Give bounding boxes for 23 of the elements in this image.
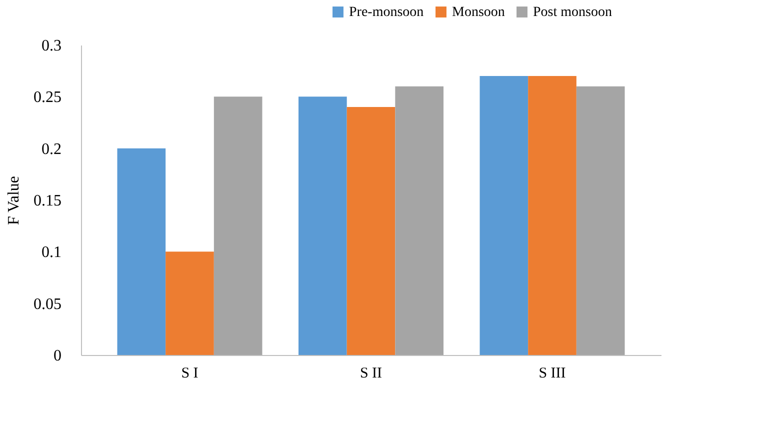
legend-label: Post monsoon xyxy=(533,5,612,20)
bar xyxy=(346,107,396,355)
bar xyxy=(528,76,576,355)
bar xyxy=(576,86,625,355)
legend-label: Monsoon xyxy=(452,5,505,20)
y-axis-title: F Value xyxy=(6,176,22,226)
bar xyxy=(166,252,214,355)
y-tick-label: 0.15 xyxy=(34,192,62,210)
bar xyxy=(480,76,528,355)
x-tick-label: S I xyxy=(181,366,198,382)
bar xyxy=(298,96,347,355)
y-tick-label: 0.05 xyxy=(34,296,62,313)
legend-label: Pre-monsoon xyxy=(349,5,424,20)
x-tick-label: S II xyxy=(360,366,382,382)
y-tick-label: 0.2 xyxy=(42,140,62,158)
y-tick-label: 0.25 xyxy=(34,89,62,106)
bar xyxy=(395,86,444,355)
y-tick-label: 0 xyxy=(54,348,62,364)
x-tick-label: S III xyxy=(538,366,566,382)
bar xyxy=(214,96,262,355)
bar xyxy=(117,148,166,355)
y-tick-label: 0.3 xyxy=(42,38,62,54)
y-tick-label: 0.1 xyxy=(42,244,62,262)
